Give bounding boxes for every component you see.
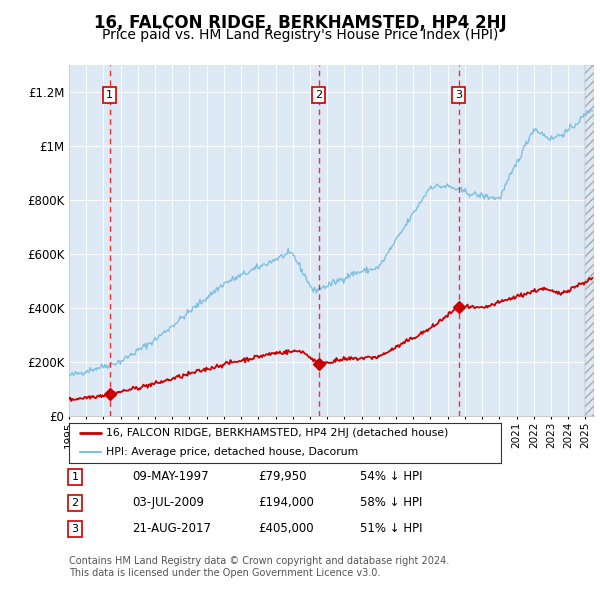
Text: 09-MAY-1997: 09-MAY-1997 — [132, 470, 209, 483]
Text: 54% ↓ HPI: 54% ↓ HPI — [360, 470, 422, 483]
Text: £405,000: £405,000 — [258, 522, 314, 535]
Text: £79,950: £79,950 — [258, 470, 307, 483]
Text: Contains HM Land Registry data © Crown copyright and database right 2024.: Contains HM Land Registry data © Crown c… — [69, 556, 449, 566]
Text: 2: 2 — [315, 90, 322, 100]
Text: 16, FALCON RIDGE, BERKHAMSTED, HP4 2HJ: 16, FALCON RIDGE, BERKHAMSTED, HP4 2HJ — [94, 14, 506, 32]
Text: 1: 1 — [106, 90, 113, 100]
Text: 1: 1 — [71, 472, 79, 481]
Text: 58% ↓ HPI: 58% ↓ HPI — [360, 496, 422, 509]
Text: HPI: Average price, detached house, Dacorum: HPI: Average price, detached house, Daco… — [106, 447, 358, 457]
Text: This data is licensed under the Open Government Licence v3.0.: This data is licensed under the Open Gov… — [69, 568, 380, 578]
Text: 21-AUG-2017: 21-AUG-2017 — [132, 522, 211, 535]
Text: £194,000: £194,000 — [258, 496, 314, 509]
Text: 51% ↓ HPI: 51% ↓ HPI — [360, 522, 422, 535]
Text: 03-JUL-2009: 03-JUL-2009 — [132, 496, 204, 509]
Text: 3: 3 — [455, 90, 462, 100]
Text: 2: 2 — [71, 498, 79, 507]
Text: Price paid vs. HM Land Registry's House Price Index (HPI): Price paid vs. HM Land Registry's House … — [102, 28, 498, 42]
Text: 3: 3 — [71, 524, 79, 533]
Text: 16, FALCON RIDGE, BERKHAMSTED, HP4 2HJ (detached house): 16, FALCON RIDGE, BERKHAMSTED, HP4 2HJ (… — [106, 428, 448, 438]
